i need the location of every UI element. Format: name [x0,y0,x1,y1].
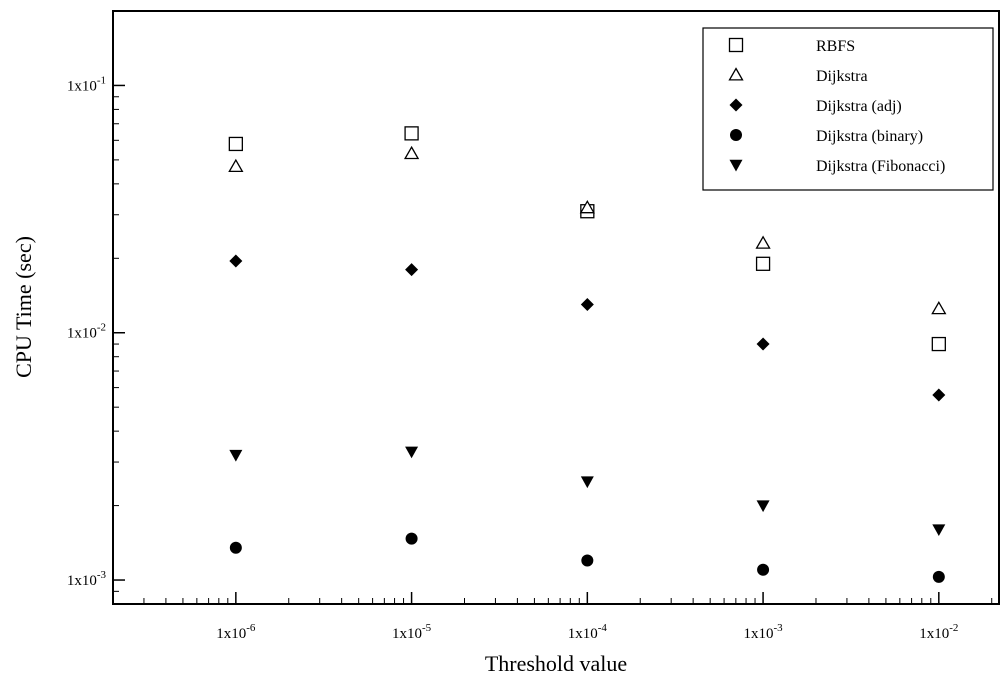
legend: RBFS Dijkstra Dijkstra (adj) Dijkstra (bina… [702,27,994,191]
legend-marker [730,129,742,141]
plot-area-border [112,10,1000,605]
legend-entry: RBFS [816,38,855,55]
x-tick-label: 1x10-5 [392,622,432,642]
data-point [755,235,771,249]
data-point [931,300,947,315]
data-point [756,500,770,513]
x-tick-label: 1x10-3 [743,622,783,642]
data-point [579,200,595,214]
series-4 [229,446,946,537]
y-tick-label: 1x10-2 [67,322,106,342]
legend-marker [729,159,743,172]
minor-ticks [113,96,993,604]
x-tick-label: 1x10-6 [216,622,256,642]
data-marks [228,126,947,583]
x-axis-label: Threshold value [485,651,627,676]
x-tick-label: 1x10-2 [919,622,958,642]
data-point [932,524,946,537]
data-point [405,263,419,277]
y-axis-ticks: 1x10-1 1x10-2 1x10-3 [67,74,125,589]
plot-frame [112,10,1000,605]
data-point [581,554,594,567]
data-point [229,449,243,462]
data-point [756,337,770,351]
y-tick-label: 1x10-1 [67,74,106,94]
series-3 [229,532,945,583]
data-point [931,336,946,352]
series-1 [228,145,947,315]
series-2 [229,254,946,402]
legend-entry: Dijkstra (binary) [816,128,923,145]
legend-box [702,27,994,191]
legend-entry: Dijkstra [816,68,868,85]
data-point [580,298,594,312]
data-point [228,136,243,152]
legend-entry: Dijkstra (Fibonacci) [816,158,945,175]
data-point [405,532,418,545]
data-point [755,256,771,271]
x-axis-ticks: 1x10-6 1x10-5 1x10-4 1x10-3 1x10-2 [216,592,958,642]
data-point [932,570,945,583]
data-point [405,446,419,459]
legend-marker [728,37,744,53]
y-tick-label: 1x10-3 [67,569,107,589]
legend-entry: Dijkstra (adj) [816,98,902,115]
data-point [229,254,243,268]
data-point [403,145,420,160]
data-point [932,388,946,402]
legend-marker [729,98,743,112]
data-point [757,563,770,576]
y-axis-label: CPU Time (sec) [11,236,36,378]
x-tick-label: 1x10-4 [568,622,608,642]
data-point [580,476,594,489]
data-point [229,541,242,554]
legend-marker [728,67,744,81]
data-point [404,126,419,141]
data-point [228,158,244,173]
